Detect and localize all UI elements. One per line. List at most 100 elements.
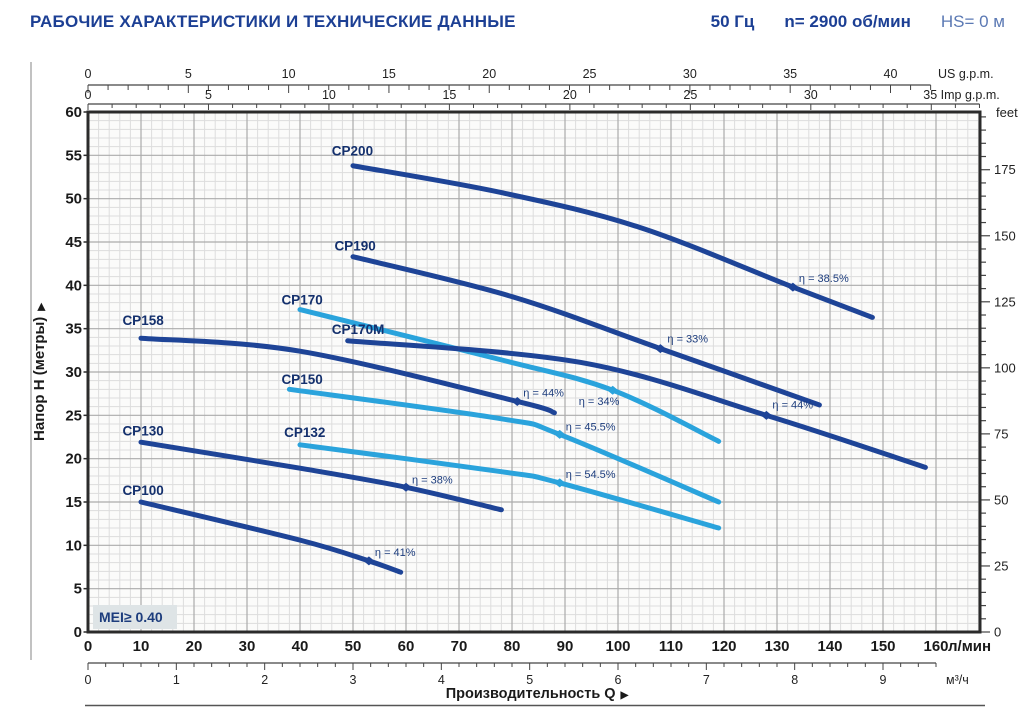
svg-text:140: 140 — [817, 638, 842, 655]
curve-group-CP130: CP130 η = 38% — [122, 423, 504, 513]
curve-CP130 — [138, 439, 504, 513]
svg-text:100: 100 — [994, 360, 1016, 375]
curve-label-CP190: CP190 — [334, 239, 375, 254]
curve-CP170M — [345, 338, 928, 470]
svg-text:Производительность Q▶: Производительность Q ▶ — [446, 686, 630, 702]
svg-text:η = 54.5%: η = 54.5% — [566, 469, 616, 481]
curve-CP132 — [297, 442, 722, 531]
svg-text:30: 30 — [683, 67, 697, 81]
svg-text:0: 0 — [994, 625, 1001, 640]
svg-text:5: 5 — [74, 581, 82, 598]
curve-group-CP132: CP132 η = 54.5% — [284, 425, 722, 531]
svg-text:5: 5 — [185, 67, 192, 81]
svg-text:25: 25 — [65, 407, 82, 424]
curve-label-CP158: CP158 — [122, 313, 164, 328]
svg-text:20: 20 — [186, 638, 203, 655]
svg-text:30: 30 — [65, 364, 82, 381]
svg-text:м³/ч: м³/ч — [946, 673, 969, 687]
efficiency-marker-CP150: η = 45.5% — [554, 421, 616, 439]
svg-text:feet: feet — [996, 105, 1018, 120]
svg-text:30: 30 — [239, 638, 256, 655]
curve-group-CP200: CP200 η = 38.5% — [332, 143, 875, 320]
speed-value: n= 2900 об/мин — [784, 12, 911, 31]
svg-text:20: 20 — [482, 67, 496, 81]
efficiency-marker-CP100: η = 41% — [363, 547, 416, 566]
efficiency-marker-CP130: η = 38% — [400, 474, 453, 492]
svg-text:175: 175 — [994, 162, 1016, 177]
curve-CP190 — [350, 254, 822, 408]
svg-text:50: 50 — [994, 492, 1008, 507]
svg-text:1: 1 — [173, 673, 180, 687]
svg-text:Напор H (метры)▶: Напор H (метры)▶ — [31, 302, 48, 441]
svg-text:η = 33%: η = 33% — [667, 334, 708, 346]
svg-text:50: 50 — [65, 191, 82, 208]
axes: 0 5 10 15 20 25 30 35 40 US g.p.m.0 5 10 15 20 25 30 35 … — [31, 67, 1018, 702]
svg-text:10: 10 — [322, 88, 336, 102]
svg-text:0: 0 — [85, 88, 92, 102]
curve-group-CP190: CP190 η = 33% — [334, 239, 822, 408]
curve-CP150 — [286, 386, 722, 505]
efficiency-marker-CP200: η = 38.5% — [787, 273, 849, 292]
svg-text:US g.p.m.: US g.p.m. — [938, 67, 994, 81]
svg-text:л/мин: л/мин — [948, 638, 991, 655]
efficiency-marker-CP190: η = 33% — [654, 334, 708, 354]
curve-CP100 — [138, 499, 404, 575]
svg-text:75: 75 — [994, 426, 1008, 441]
svg-text:9: 9 — [880, 673, 887, 687]
svg-text:25: 25 — [994, 558, 1008, 573]
svg-text:35 Imp g.p.m.: 35 Imp g.p.m. — [923, 88, 999, 102]
curve-label-CP150: CP150 — [281, 372, 322, 387]
svg-text:40: 40 — [65, 277, 82, 294]
svg-text:0: 0 — [84, 638, 92, 655]
svg-text:150: 150 — [994, 228, 1016, 243]
svg-text:130: 130 — [764, 638, 789, 655]
efficiency-marker-CP132: η = 54.5% — [554, 469, 616, 488]
curve-group-CP150: CP150 η = 45.5% — [281, 372, 722, 505]
svg-text:70: 70 — [451, 638, 468, 655]
svg-text:20: 20 — [65, 451, 82, 468]
svg-text:50: 50 — [345, 638, 362, 655]
suction-head-value: HS= 0 м — [940, 12, 1005, 31]
svg-text:4: 4 — [438, 673, 445, 687]
svg-text:0: 0 — [85, 67, 92, 81]
svg-text:10: 10 — [65, 537, 82, 554]
efficiency-marker-CP170M: η = 44% — [760, 399, 813, 420]
svg-text:0: 0 — [74, 624, 82, 641]
svg-text:5: 5 — [526, 673, 533, 687]
svg-text:10: 10 — [133, 638, 150, 655]
frame-rules — [30, 62, 985, 707]
svg-text:35: 35 — [65, 321, 82, 338]
efficiency-marker-CP170: η = 34% — [579, 385, 620, 408]
curve-CP158 — [138, 335, 557, 416]
svg-text:20: 20 — [563, 88, 577, 102]
svg-text:5: 5 — [205, 88, 212, 102]
svg-text:60: 60 — [65, 104, 82, 121]
svg-text:125: 125 — [994, 294, 1016, 309]
svg-text:3: 3 — [350, 673, 357, 687]
page-title: РАБОЧИЕ ХАРАКТЕРИСТИКИ И ТЕХНИЧЕСКИЕ ДАН… — [30, 12, 516, 31]
svg-text:45: 45 — [65, 234, 82, 251]
svg-text:10: 10 — [282, 67, 296, 81]
svg-text:0: 0 — [85, 673, 92, 687]
svg-text:η = 34%: η = 34% — [579, 396, 620, 408]
svg-text:40: 40 — [292, 638, 309, 655]
curve-label-CP170M: CP170M — [332, 322, 385, 337]
svg-text:η = 44%: η = 44% — [772, 399, 813, 411]
svg-text:6: 6 — [615, 673, 622, 687]
curve-group-CP158: CP158 η = 44% — [122, 313, 564, 416]
svg-text:55: 55 — [65, 147, 82, 164]
svg-text:η = 44%: η = 44% — [523, 387, 564, 399]
frequency-value: 50 Гц — [710, 12, 755, 31]
svg-text:100: 100 — [605, 638, 630, 655]
svg-text:90: 90 — [557, 638, 574, 655]
svg-text:110: 110 — [659, 638, 683, 655]
efficiency-marker-CP158: η = 44% — [511, 387, 564, 406]
curve-group-CP170: CP170 η = 34% — [281, 292, 722, 444]
curve-group-CP170M: CP170M η = 44% — [332, 322, 928, 470]
curve-CP200 — [350, 163, 875, 320]
svg-text:30: 30 — [804, 88, 818, 102]
svg-text:80: 80 — [504, 638, 521, 655]
svg-text:η = 41%: η = 41% — [375, 547, 416, 559]
curve-label-CP132: CP132 — [284, 425, 325, 440]
